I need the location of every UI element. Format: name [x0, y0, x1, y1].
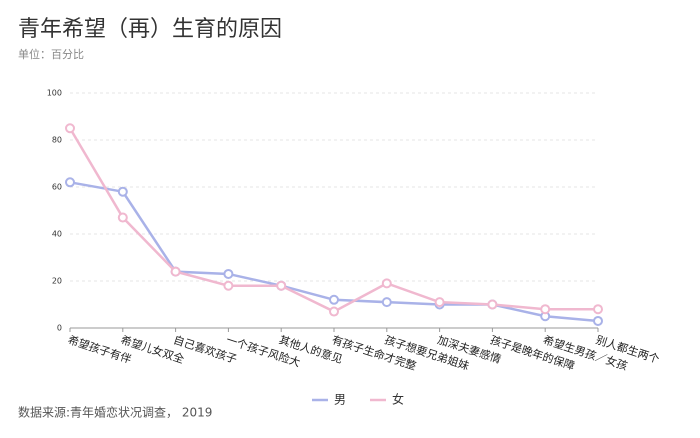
y-tick-label: 40 [52, 230, 62, 239]
marker [487, 299, 498, 310]
source-note: 数据来源:青年婚恋状况调查， 2019 [18, 405, 212, 420]
marker [223, 268, 234, 279]
marker [381, 278, 392, 289]
y-tick-label: 80 [52, 136, 62, 145]
y-tick-label: 60 [52, 183, 62, 192]
chart-subtitle: 单位：百分比 [18, 47, 84, 61]
legend-label: 女 [392, 392, 404, 407]
marker [381, 297, 392, 308]
marker [593, 304, 603, 315]
line [68, 127, 598, 313]
legend-label: 男 [334, 393, 346, 407]
marker [329, 306, 339, 317]
marker [65, 123, 75, 134]
marker [170, 266, 181, 277]
marker [434, 297, 445, 308]
marker [329, 294, 339, 305]
marker [117, 212, 128, 223]
y-tick-label: 0 [57, 324, 62, 333]
marker [117, 186, 128, 197]
y-tick-label: 100 [47, 89, 62, 98]
marker [593, 315, 603, 326]
marker [276, 280, 287, 291]
chart-title: 青年希望（再）生育的原因 [18, 17, 282, 42]
marker [540, 304, 551, 315]
marker [223, 280, 234, 291]
y-tick-label: 20 [52, 277, 62, 286]
marker [65, 177, 75, 188]
